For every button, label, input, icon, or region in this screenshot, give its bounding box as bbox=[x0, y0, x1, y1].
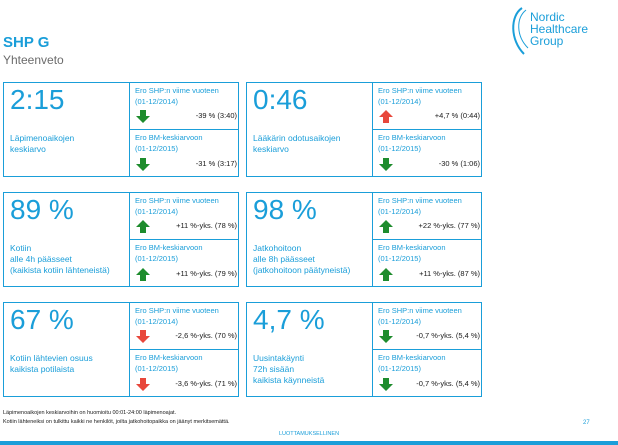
page-title: SHP G bbox=[3, 34, 50, 51]
kpi-description: Kotiin alle 4h päässeet (kaikista kotiin… bbox=[10, 243, 110, 275]
logo-line-1: Nordic bbox=[530, 10, 565, 24]
comparison-value: -3,6 %-yks. (71 %) bbox=[135, 378, 237, 392]
footnote: Läpimenoaikojen keskiarvoihin on huomioi… bbox=[3, 410, 177, 416]
kpi-card-home-under-4h: 89 % Kotiin alle 4h päässeet (kaikista k… bbox=[3, 192, 239, 287]
comparison-label: Ero SHP:n viime vuoteen (01-12/2014) bbox=[135, 196, 219, 216]
comparison-value: +4,7 % (0:44) bbox=[378, 110, 480, 124]
page-number: 27 bbox=[583, 420, 590, 426]
comparison-value: +22 %-yks. (77 %) bbox=[378, 220, 480, 234]
comparison-value: -31 % (3:17) bbox=[135, 158, 237, 172]
comparison-label: Ero BM-keskiarvoon (01-12/2015) bbox=[135, 133, 203, 153]
comparison-label: Ero SHP:n viime vuoteen (01-12/2014) bbox=[378, 306, 462, 326]
comparison-label: Ero SHP:n viime vuoteen (01-12/2014) bbox=[378, 86, 462, 106]
comparison-value: -39 % (3:40) bbox=[135, 110, 237, 124]
trend-arrow-icon bbox=[136, 378, 150, 391]
kpi-value: 0:46 bbox=[253, 84, 308, 115]
divider bbox=[372, 349, 481, 350]
kpi-description: Läpimenoaikojen keskiarvo bbox=[10, 133, 75, 154]
comparison-value: -30 % (1:06) bbox=[378, 158, 480, 172]
logo-swoosh-icon bbox=[512, 7, 529, 55]
trend-arrow-icon bbox=[136, 158, 150, 171]
comparison-value: -0,7 %-yks. (5,4 %) bbox=[378, 330, 480, 344]
trend-arrow-icon bbox=[379, 268, 393, 281]
logo-line-2: Healthcare bbox=[530, 22, 589, 36]
trend-arrow-icon bbox=[136, 268, 150, 281]
kpi-description: Uusintakäynti 72h sisään kaikista käynne… bbox=[253, 353, 325, 385]
divider bbox=[372, 239, 481, 240]
kpi-description: Lääkärin odotusaikojen keskiarvo bbox=[253, 133, 341, 154]
comparison-label: Ero SHP:n viime vuoteen (01-12/2014) bbox=[135, 306, 219, 326]
kpi-value: 67 % bbox=[10, 304, 74, 335]
trend-arrow-icon bbox=[136, 220, 150, 233]
comparison-label: Ero BM-keskiarvoon (01-12/2015) bbox=[378, 133, 446, 153]
comparison-label: Ero BM-keskiarvoon (01-12/2015) bbox=[135, 243, 203, 263]
comparison-value: -2,6 %-yks. (70 %) bbox=[135, 330, 237, 344]
divider bbox=[129, 239, 238, 240]
trend-arrow-icon bbox=[379, 110, 393, 123]
kpi-card-doctor-waiting-time: 0:46 Lääkärin odotusaikojen keskiarvo Er… bbox=[246, 82, 482, 177]
divider bbox=[129, 349, 238, 350]
nordic-healthcare-group-logo: Nordic Healthcare Group bbox=[508, 6, 618, 60]
kpi-value: 98 % bbox=[253, 194, 317, 225]
trend-arrow-icon bbox=[379, 220, 393, 233]
trend-arrow-icon bbox=[136, 330, 150, 343]
bottom-bar bbox=[0, 441, 618, 445]
comparison-label: Ero SHP:n viime vuoteen (01-12/2014) bbox=[135, 86, 219, 106]
comparison-value: +11 %-yks. (87 %) bbox=[378, 268, 480, 282]
kpi-card-throughput-time: 2:15 Läpimenoaikojen keskiarvo Ero SHP:n… bbox=[3, 82, 239, 177]
comparison-value: +11 %-yks. (78 %) bbox=[135, 220, 237, 234]
divider bbox=[372, 129, 481, 130]
kpi-description: Jatkohoitoon alle 8h päässeet (jatkohoit… bbox=[253, 243, 351, 275]
trend-arrow-icon bbox=[379, 330, 393, 343]
footnote: Kotiin lähteneiksi on tulkittu kaikki ne… bbox=[3, 419, 230, 425]
kpi-card-home-share: 67 % Kotiin lähtevien osuus kaikista pot… bbox=[3, 302, 239, 397]
page-subtitle: Yhteenveto bbox=[3, 53, 64, 67]
kpi-card-followup-under-8h: 98 % Jatkohoitoon alle 8h päässeet (jatk… bbox=[246, 192, 482, 287]
kpi-value: 89 % bbox=[10, 194, 74, 225]
confidential-label: LUOTTAMUKSELLINEN bbox=[278, 431, 340, 437]
kpi-description: Kotiin lähtevien osuus kaikista potilais… bbox=[10, 353, 93, 374]
trend-arrow-icon bbox=[136, 110, 150, 123]
trend-arrow-icon bbox=[379, 378, 393, 391]
comparison-value: +11 %-yks. (79 %) bbox=[135, 268, 237, 282]
logo-line-3: Group bbox=[530, 34, 564, 48]
comparison-label: Ero BM-keskiarvoon (01-12/2015) bbox=[378, 243, 446, 263]
kpi-value: 4,7 % bbox=[253, 304, 325, 335]
comparison-value: -0,7 %-yks. (5,4 %) bbox=[378, 378, 480, 392]
kpi-card-revisit-72h: 4,7 % Uusintakäynti 72h sisään kaikista … bbox=[246, 302, 482, 397]
kpi-value: 2:15 bbox=[10, 84, 65, 115]
trend-arrow-icon bbox=[379, 158, 393, 171]
comparison-label: Ero BM-keskiarvoon (01-12/2015) bbox=[378, 353, 446, 373]
comparison-label: Ero SHP:n viime vuoteen (01-12/2014) bbox=[378, 196, 462, 216]
comparison-label: Ero BM-keskiarvoon (01-12/2015) bbox=[135, 353, 203, 373]
divider bbox=[129, 129, 238, 130]
